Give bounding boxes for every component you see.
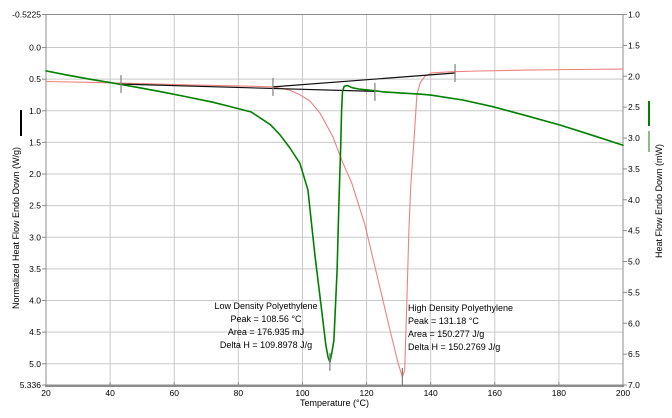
ldpe-annotation: Low Density Polyethylene Peak = 108.56 °… bbox=[202, 300, 330, 352]
ldpe-area-value: Area = 176.935 mJ bbox=[227, 327, 305, 337]
left-axis-curve-marker bbox=[20, 110, 22, 136]
ldpe-delta-h-value: Delta H = 109.8978 J/g bbox=[219, 340, 313, 350]
right-axis-tick-label: 5.0 bbox=[628, 257, 640, 267]
right-axis-curve-marker-dark-green bbox=[648, 101, 650, 126]
hdpe-annotation: High Density Polyethylene Peak = 131.18 … bbox=[408, 302, 513, 354]
hdpe-area-value: Area = 150.277 J/g bbox=[408, 329, 485, 339]
hdpe-integration-baseline bbox=[272, 72, 456, 88]
x-axis-title: Temperature (°C) bbox=[299, 398, 370, 408]
right-axis-title: Heat Flow Endo Down (mW) bbox=[654, 143, 664, 259]
right-axis-tick-label: 4.0 bbox=[628, 195, 640, 205]
right-axis-tick-label: 1.0 bbox=[628, 10, 640, 20]
left-axis-tick-label: 3.0 bbox=[29, 232, 41, 242]
right-axis-tick-label: 3.0 bbox=[628, 133, 640, 143]
right-axis-tick-label: 5.5 bbox=[628, 287, 640, 297]
right-axis-tick-label: 2.5 bbox=[628, 102, 640, 112]
x-axis-tick-label: 60 bbox=[169, 388, 179, 398]
right-axis-tick-label: 2.0 bbox=[628, 71, 640, 81]
hdpe-delta-h-value: Delta H = 150.2769 J/g bbox=[408, 342, 501, 352]
right-axis-tick-label: 1.5 bbox=[628, 40, 640, 50]
ldpe-annotation-title: Low Density Polyethylene bbox=[214, 301, 318, 311]
left-axis-tick-label: 1.0 bbox=[29, 106, 41, 116]
left-axis-tick-label: 2.5 bbox=[29, 201, 41, 211]
right-axis-tick-label: 6.5 bbox=[628, 349, 640, 359]
hdpe-heat-flow-curve bbox=[45, 68, 624, 378]
ldpe-integration-baseline bbox=[120, 83, 376, 93]
hdpe-annotation-title: High Density Polyethylene bbox=[408, 303, 514, 313]
right-axis-curve-marker-light-green bbox=[648, 131, 650, 152]
left-axis-tick-label: 1.5 bbox=[29, 137, 41, 147]
right-axis-tick-label: 3.5 bbox=[628, 164, 640, 174]
left-axis-tick-label: 0.5 bbox=[29, 74, 41, 84]
left-axis-tick-label: 4.0 bbox=[29, 296, 41, 306]
left-axis-title: Normalized Heat Flow Endo Down (W/g) bbox=[11, 146, 21, 310]
x-axis-tick-label: 80 bbox=[234, 388, 244, 398]
x-axis-tick-label: 20 bbox=[41, 388, 51, 398]
left-axis-tick-label: 3.5 bbox=[29, 264, 41, 274]
x-axis-tick-label: 140 bbox=[424, 388, 438, 398]
left-axis-tick-label: 5.0 bbox=[29, 359, 41, 369]
left-axis-tick-label: 4.5 bbox=[29, 327, 41, 337]
x-axis-tick-label: 160 bbox=[488, 388, 502, 398]
right-axis-tick-label: 6.0 bbox=[628, 318, 640, 328]
left-axis-tick-label: 5.336 bbox=[20, 380, 42, 390]
right-axis-tick-label: 7.0 bbox=[628, 380, 640, 390]
left-axis-tick-label: 0.0 bbox=[29, 43, 41, 53]
x-axis-tick-label: 200 bbox=[616, 388, 630, 398]
x-axis-tick-label: 40 bbox=[105, 388, 115, 398]
hdpe-peak-value: Peak = 131.18 °C bbox=[408, 316, 479, 326]
x-axis-tick-label: 120 bbox=[359, 388, 373, 398]
x-axis-tick-label: 100 bbox=[295, 388, 309, 398]
left-axis-tick-label: -0.5225 bbox=[12, 10, 41, 20]
right-axis-tick-label: 4.5 bbox=[628, 226, 640, 236]
ldpe-normalized-heat-flow-curve bbox=[45, 70, 624, 363]
ldpe-peak-value: Peak = 108.56 °C bbox=[230, 314, 302, 324]
left-axis-tick-label: 2.0 bbox=[29, 169, 41, 179]
x-axis-tick-label: 180 bbox=[552, 388, 566, 398]
